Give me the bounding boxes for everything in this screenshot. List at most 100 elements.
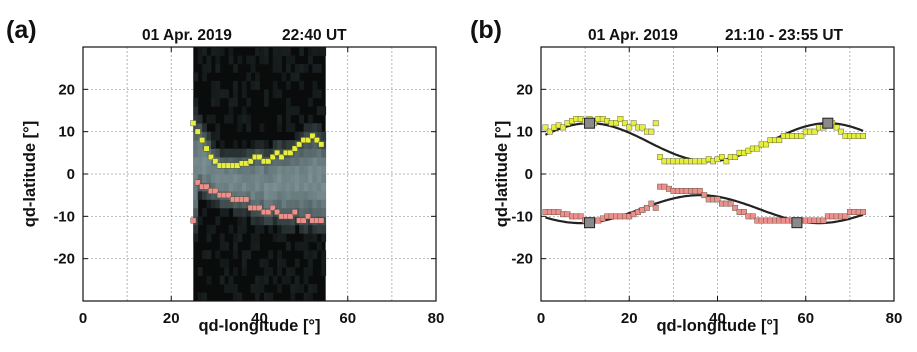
panel-a-heatmap-cell [272, 89, 278, 99]
panel-a-y-tick-label: 0 [67, 166, 75, 183]
panel-b-fit-markers [584, 117, 834, 229]
panel-a-heatmap-cell [193, 190, 199, 200]
panel-a-heatmap-cell [316, 89, 322, 99]
panel-a-heatmap-cell [219, 148, 225, 158]
panel-a-heatmap-cell [202, 250, 207, 260]
panel-a-heatmap-cell [316, 131, 322, 141]
panel-b-point-north [798, 132, 805, 139]
panel-a-x-axis-label: qd-longitude [°] [198, 317, 320, 335]
panel-a-heatmap-cell [303, 233, 309, 243]
panel-a-heatmap-cell [299, 148, 305, 158]
panel-a-heatmap-cell [263, 174, 269, 183]
panel-a-heatmap-cell [316, 207, 322, 217]
panel-a-heatmap-cell [277, 224, 282, 234]
panel-a-heatmap-cell [241, 165, 247, 175]
panel-a-heatmap-cell [224, 207, 230, 217]
panel-a-heatmap-cell [294, 174, 300, 183]
panel-a-heatmap-cell [233, 80, 238, 90]
panel-a-heatmap-cell [202, 63, 207, 73]
panel-a-heatmap-cell [241, 89, 247, 99]
panel-a-point-north [291, 145, 298, 152]
panel-a-heatmap-cell [259, 258, 265, 268]
panel-a-x-tick-label: 20 [163, 310, 180, 327]
panel-a-y-tick-label: 20 [58, 81, 75, 98]
panel-a-heatmap-cell [224, 89, 230, 99]
panel-a-heatmap-cell [202, 72, 207, 82]
panel-a-heatmap-cell [219, 241, 225, 251]
panel-a-heatmap-cell [193, 114, 199, 124]
panel-a-heatmap-cell [303, 199, 309, 209]
panel-a-heatmap-cell [241, 258, 247, 268]
panel-a-heatmap-cell [215, 174, 221, 183]
panel-a-point-south [274, 209, 281, 215]
panel-a-heatmap-cell [281, 174, 287, 183]
panel-a-heatmap-cell [312, 182, 318, 192]
panel-a-heatmap-cell [206, 131, 212, 141]
panel-a-heatmap-cell [312, 47, 318, 56]
panel-a-heatmap-cell [263, 47, 269, 56]
panel-a-heatmap-cell [277, 267, 282, 276]
panel-b-title-date: 01 Apr. 2019 [588, 27, 678, 44]
panel-a-heatmap-cell [228, 47, 234, 56]
panel-a-heatmap-cell [294, 165, 300, 175]
panel-a-heatmap-cell [272, 140, 278, 149]
panel-a-heatmap-cell [281, 207, 287, 217]
panel-a-heatmap-cell [237, 123, 243, 133]
panel-a-heatmap-cell [250, 80, 256, 90]
panel-a-heatmap-cell [215, 216, 221, 226]
panel-a-point-south [269, 204, 276, 211]
panel-a-point-south [291, 209, 298, 215]
panel-a-heatmap-cell [241, 224, 247, 234]
panel-a-heatmap-cell [197, 292, 203, 302]
panel-b-y-tick-label: 20 [516, 81, 533, 98]
panel-a-point-south [318, 217, 325, 224]
panel-a-heatmap-cell [272, 275, 278, 285]
panel-a-heatmap-cell [197, 165, 203, 175]
panel-a-heatmap-cell [202, 207, 207, 217]
panel-a-heatmap-cell [241, 140, 247, 149]
panel-a-heatmap-cell [224, 267, 230, 276]
panel-a-heatmap-cell [272, 157, 278, 166]
panel-b-y-tick-label: -10 [511, 208, 533, 225]
panel-a-heatmap-cell [206, 250, 212, 260]
panel-a-x-tick-label: 60 [339, 310, 356, 327]
panel-a-heatmap-cell [241, 216, 247, 226]
panel-a-heatmap-cell [312, 89, 318, 99]
panel-a-heatmap-cell [228, 114, 234, 124]
panel-a-heatmap-cell [308, 190, 313, 200]
panel-a-heatmap-cell [233, 97, 238, 107]
panel-a-heatmap-cell [272, 55, 278, 65]
panel-a-heatmap-cell [241, 207, 247, 217]
panel-a-heatmap-cell [281, 190, 287, 200]
panel-a-heatmap-cell [193, 106, 199, 116]
panel-a-heatmap-cell [210, 140, 216, 149]
panel-b-point-north [754, 145, 761, 152]
panel-a-heatmap-cell [299, 182, 305, 192]
panel-a-heatmap-cell [268, 216, 274, 226]
panel-a-heatmap-cell [308, 258, 313, 268]
panel-a-heatmap-cell [303, 292, 309, 302]
panel-a-heatmap-cell [316, 157, 322, 166]
panel-a-heatmap-cell [250, 207, 256, 217]
panel-a-heatmap-cell [294, 63, 300, 73]
panel-b-x-ticks: 0 20 40 60 80 [537, 47, 902, 327]
panel-a-heatmap-cell [233, 267, 238, 276]
panel-a-heatmap-cell [210, 89, 216, 99]
panel-a-heatmap-cell [259, 55, 265, 65]
panel-a-heatmap-cell [277, 89, 282, 99]
panel-a-point-south [300, 217, 307, 224]
panel-a-heatmap-cell [303, 123, 309, 133]
panel-b-point-north [833, 124, 840, 131]
panel-a-point-north [194, 128, 201, 135]
panel-a-heatmap-cell [219, 165, 225, 175]
panel-a-heatmap-cell [285, 199, 291, 209]
panel-a-heatmap-cell [321, 157, 327, 166]
panel-a-heatmap-cell [268, 292, 274, 302]
panel-a-heatmap-cell [224, 157, 230, 166]
panel-b-point-north [648, 128, 655, 135]
panel-a-heatmap-cell [308, 55, 313, 65]
panel-a-heatmap-cell [290, 199, 296, 209]
panel-a-heatmap-cell [228, 174, 234, 183]
panel-a-heatmap-cell [285, 114, 291, 124]
panel-a-point-north [199, 137, 206, 144]
